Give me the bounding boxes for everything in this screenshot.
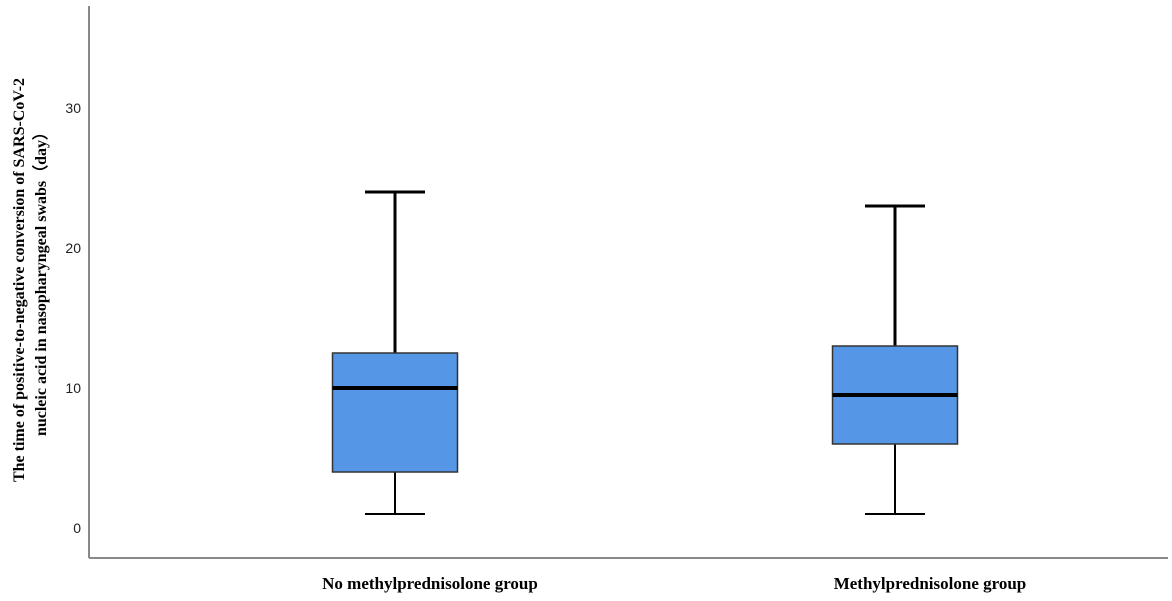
y-axis-title-line1: The time of positive-to-negative convers… — [11, 78, 28, 482]
y-tick-label: 0 — [73, 520, 81, 536]
y-axis-title: The time of positive-to-negative convers… — [11, 78, 50, 482]
category-labels: No methylprednisolone group Methylprednis… — [322, 574, 1026, 593]
box-group — [331, 190, 459, 515]
x-category-label: No methylprednisolone group — [322, 574, 538, 593]
y-ticks: 0 10 20 30 — [65, 100, 81, 536]
box-group — [831, 204, 959, 515]
y-axis-title-line2: nucleic acid in nasopharyngeal swabs（day… — [32, 124, 50, 436]
x-category-label: Methylprednisolone group — [834, 574, 1027, 593]
y-tick-label: 10 — [65, 380, 81, 396]
y-tick-label: 20 — [65, 240, 81, 256]
boxes — [331, 190, 959, 515]
y-tick-label: 30 — [65, 100, 81, 116]
iqr-box — [331, 352, 459, 473]
axes — [88, 6, 1168, 559]
